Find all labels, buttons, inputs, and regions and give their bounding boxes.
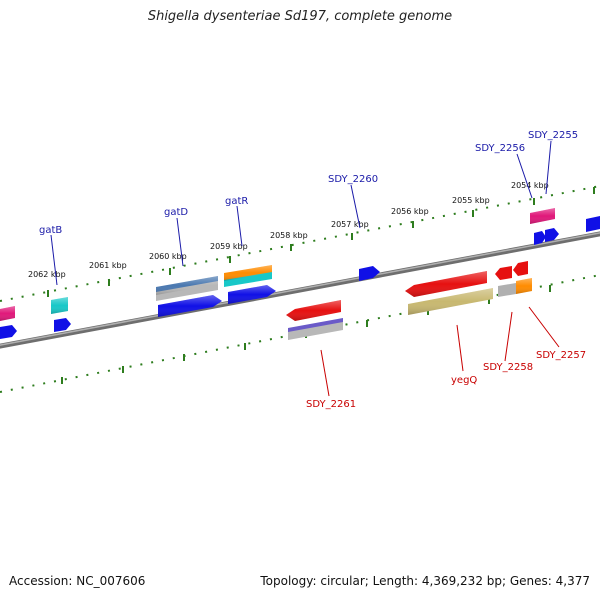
gene-label-SDY_2255[interactable]: SDY_2255 — [528, 130, 578, 141]
label-leader-lines-bottom — [320, 306, 560, 397]
gene-label-SDY_2257[interactable]: SDY_2257 — [536, 350, 586, 361]
accession-text: Accession: NC_007606 — [9, 574, 146, 588]
gene-feature-SDY_2258[interactable] — [495, 266, 516, 297]
gene-label-SDY_2261[interactable]: SDY_2261 — [306, 399, 356, 410]
gene-label-gatR[interactable]: gatR — [225, 196, 248, 207]
forward-track-ticks — [47, 187, 595, 297]
tick-label: 2057 kbp — [331, 220, 369, 229]
label-leader-lines-top — [50, 140, 552, 286]
gene-label-yegQ[interactable]: yegQ — [451, 375, 477, 386]
gene-feature-blue-left[interactable] — [0, 325, 17, 339]
tick-label: 2058 kbp — [270, 231, 308, 240]
gene-feature-yegQ[interactable] — [405, 271, 487, 297]
tick-label: 2061 kbp — [89, 261, 127, 270]
forward-track-dotted-line — [0, 185, 600, 302]
gene-label-gatD[interactable]: gatD — [164, 207, 188, 218]
tick-label: 2062 kbp — [28, 270, 66, 279]
gene-label-SDY_2260[interactable]: SDY_2260 — [328, 174, 378, 185]
gene-feature-gatB[interactable] — [51, 297, 68, 314]
gene-feature-blue-right-edge[interactable] — [586, 216, 600, 232]
gene-label-SDY_2256[interactable]: SDY_2256 — [475, 143, 525, 154]
gene-feature-blue-large-1[interactable] — [158, 295, 222, 317]
genome-backbone-highlight — [0, 232, 600, 346]
gene-label-gatB[interactable]: gatB — [39, 225, 62, 236]
genome-backbone — [0, 231, 600, 349]
gene-feature-SDY_2261[interactable] — [286, 300, 341, 321]
tick-label: 2059 kbp — [210, 242, 248, 251]
tick-label: 2055 kbp — [452, 196, 490, 205]
gene-feature-blue-small[interactable] — [54, 318, 71, 332]
gene-feature-SDY_2260[interactable] — [359, 266, 380, 281]
gene-feature-SDY_2257[interactable] — [513, 261, 532, 294]
gene-feature-SDY_2255[interactable] — [534, 228, 559, 245]
gene-feature-magenta-left[interactable] — [0, 306, 15, 321]
gene-feature-gatR[interactable] — [224, 265, 272, 287]
tick-label: 2056 kbp — [391, 207, 429, 216]
gene-feature-khaki[interactable] — [408, 288, 493, 315]
gene-feature-gatD[interactable] — [156, 276, 218, 301]
tick-label: 2054 kbp — [511, 181, 549, 190]
gene-feature-slateblue[interactable] — [288, 318, 343, 340]
genome-info-text: Topology: circular; Length: 4,369,232 bp… — [260, 574, 590, 588]
gene-feature-SDY_2256[interactable] — [530, 208, 555, 224]
gene-feature-blue-large-2[interactable] — [228, 285, 276, 304]
map-title: Shigella dysenteriae Sd197, complete gen… — [147, 9, 453, 24]
tick-label: 2060 kbp — [149, 252, 187, 261]
gene-label-SDY_2258[interactable]: SDY_2258 — [483, 362, 533, 373]
